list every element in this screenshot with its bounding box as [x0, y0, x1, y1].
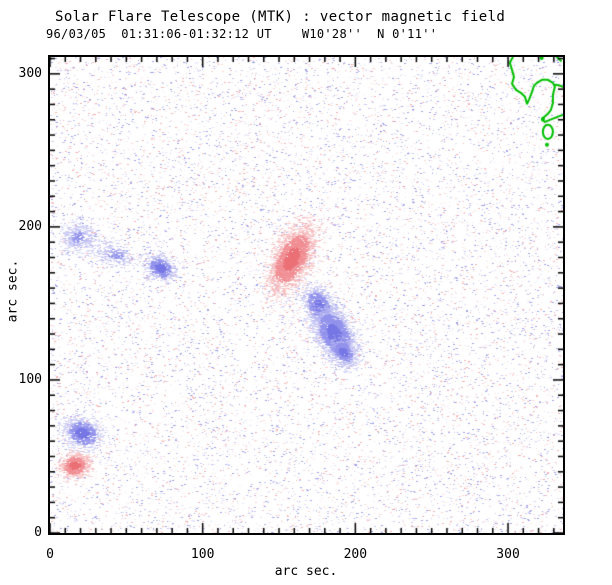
x-tick-label: 200 — [343, 547, 368, 562]
x-axis-label: arc sec. — [274, 564, 338, 579]
y-axis-label: arc sec. — [5, 259, 21, 323]
y-tick-label: 200 — [18, 218, 42, 234]
y-tick-label: 0 — [34, 525, 42, 540]
magnetic-field-canvas — [50, 57, 563, 533]
y-tick-label: 300 — [18, 65, 42, 81]
plot-title: Solar Flare Telescope (MTK) : vector mag… — [55, 9, 506, 25]
plot-subtitle: 96/03/05 01:31:06-01:32:12 UT W10'28'' N… — [46, 27, 438, 41]
x-tick-label: 300 — [496, 547, 520, 562]
plot-frame — [48, 55, 565, 535]
x-tick-label: 0 — [46, 547, 54, 562]
x-tick-label: 100 — [190, 547, 215, 562]
y-tick-label: 100 — [18, 371, 42, 387]
